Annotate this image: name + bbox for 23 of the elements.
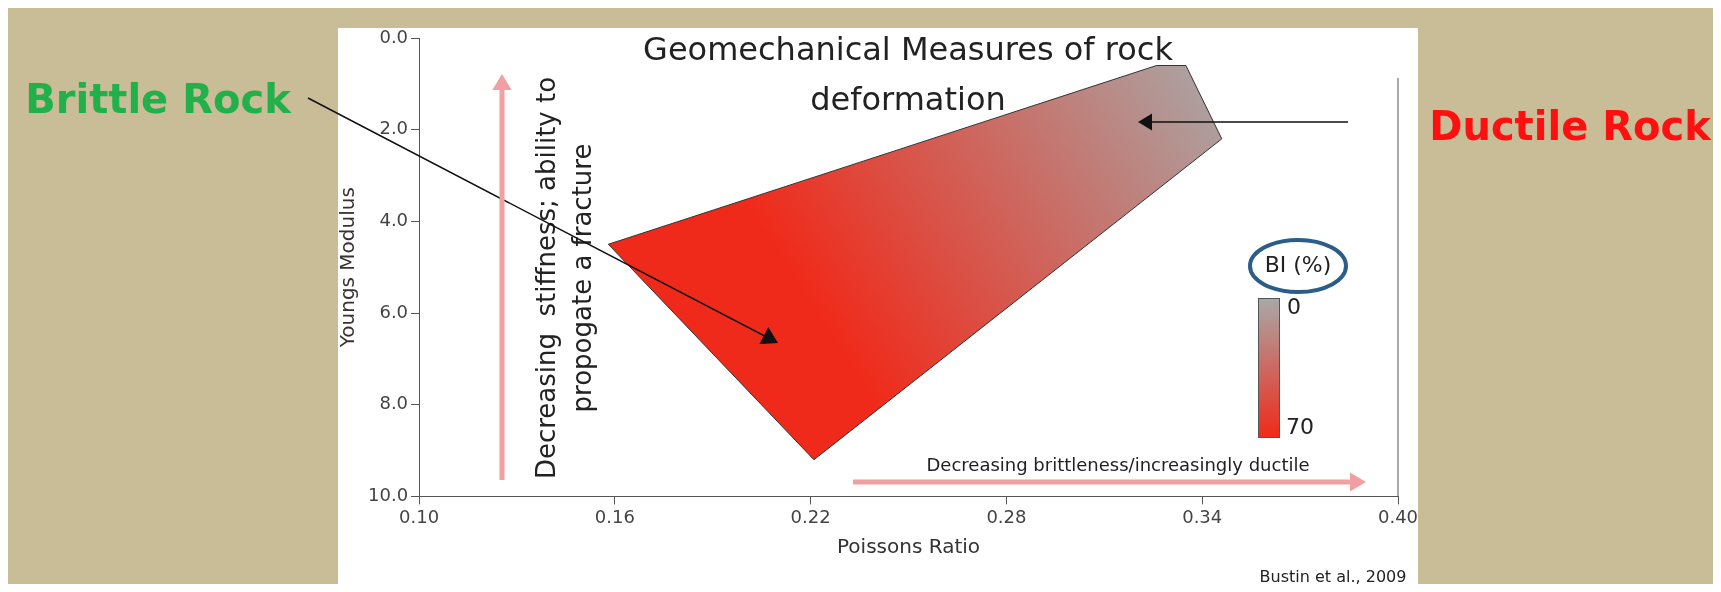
annotation: Decreasing brittleness/increasingly ductile bbox=[926, 453, 1310, 475]
y-tick-label: 4.0 bbox=[379, 209, 409, 231]
x-axis-title: Poissons Ratio bbox=[837, 534, 981, 559]
x-tick-label: 0.28 bbox=[986, 505, 1027, 527]
text: Geomechanical Measures of rock deformation bbox=[643, 30, 1174, 119]
x-tick-label: 0.34 bbox=[1182, 505, 1223, 527]
y-tick-label: 10.0 bbox=[368, 484, 409, 506]
annotation: BI (%) bbox=[1264, 251, 1332, 277]
y-axis-title: Youngs Modulus bbox=[335, 187, 360, 349]
text: Brittle Rock bbox=[25, 76, 293, 123]
y-tick-label: 8.0 bbox=[379, 392, 409, 414]
text: Ductile Rock bbox=[1429, 103, 1713, 150]
text: Bustin et al., 2009 bbox=[1259, 567, 1407, 587]
y-tick-label: 2.0 bbox=[379, 117, 409, 139]
x-tick-label: 0.10 bbox=[399, 505, 440, 527]
x-tick-label: 0.40 bbox=[1377, 505, 1419, 527]
x-tick-label: 0.16 bbox=[594, 505, 635, 527]
x-tick-label: 0.22 bbox=[790, 505, 831, 527]
annotation: 70 bbox=[1286, 413, 1314, 439]
annotation: Decreasing stiffness; ability to propogate a fracture bbox=[530, 76, 597, 480]
annotation: 0 bbox=[1287, 293, 1301, 319]
y-tick-label: 0.0 bbox=[379, 25, 409, 47]
y-tick-label: 6.0 bbox=[379, 300, 409, 322]
